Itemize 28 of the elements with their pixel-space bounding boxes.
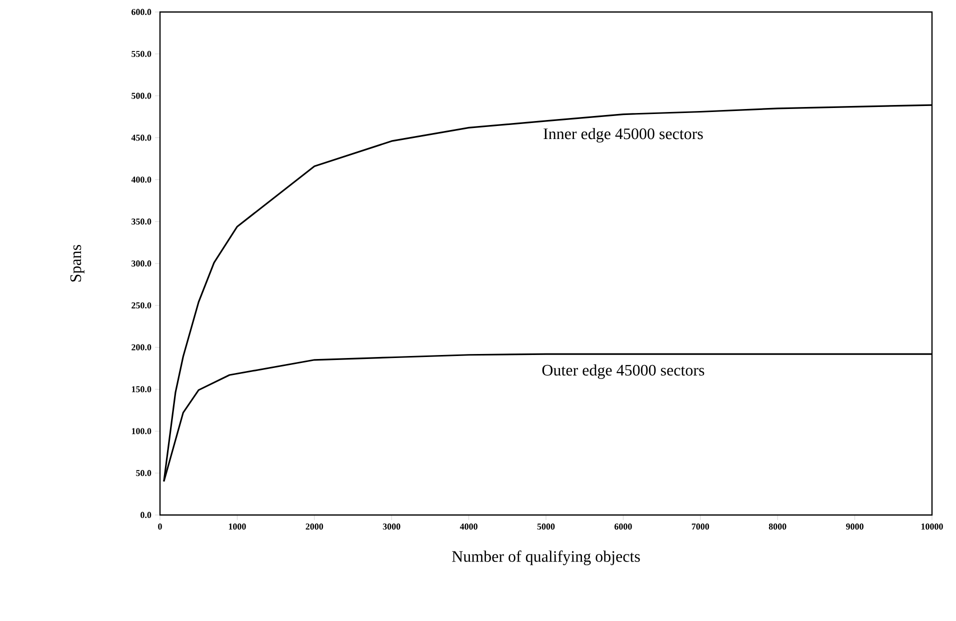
- x-tick-label: 1000: [228, 524, 246, 530]
- x-tick-label: 10000: [921, 524, 943, 530]
- x-tick-label: 9000: [846, 524, 864, 530]
- series-label: Inner edge 45000 sectors: [544, 128, 703, 142]
- y-tick-label: 400.0: [131, 176, 152, 183]
- x-tick-label: 4000: [460, 524, 478, 530]
- y-tick-label: 300.0: [132, 260, 152, 267]
- x-tick-label: 8000: [768, 524, 786, 530]
- x-axis-title: Number of qualifying objects: [452, 550, 640, 566]
- x-tick-label: 3000: [382, 524, 400, 530]
- x-tick-label: 6000: [614, 524, 632, 530]
- y-tick-label: 150.0: [132, 386, 152, 392]
- y-tick-label: 500.0: [132, 92, 152, 99]
- y-tick-label: 550.0: [132, 50, 152, 57]
- y-tick-label: 200.0: [132, 344, 152, 350]
- y-tick-label: 450.0: [131, 134, 152, 141]
- y-tick-label: 250.0: [132, 302, 152, 308]
- y-axis-title: Spans: [70, 244, 84, 282]
- x-tick-label: 7000: [692, 524, 710, 530]
- y-tick-label: 50.0: [136, 470, 152, 476]
- series-label: Outer edge 45000 sectors: [542, 364, 704, 379]
- x-tick-label: 2000: [306, 524, 324, 530]
- y-tick-label: 600.0: [132, 8, 152, 16]
- y-tick-label: 350.0: [132, 218, 152, 225]
- x-tick-label: 0: [158, 524, 162, 530]
- x-tick-label: 5000: [537, 524, 555, 530]
- y-tick-label: 0.0: [140, 512, 152, 518]
- y-tick-label: 100.0: [132, 428, 152, 434]
